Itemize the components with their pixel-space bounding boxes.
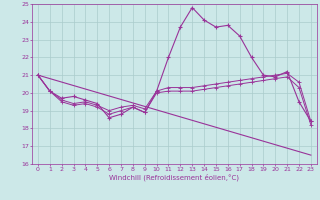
X-axis label: Windchill (Refroidissement éolien,°C): Windchill (Refroidissement éolien,°C) (109, 173, 239, 181)
